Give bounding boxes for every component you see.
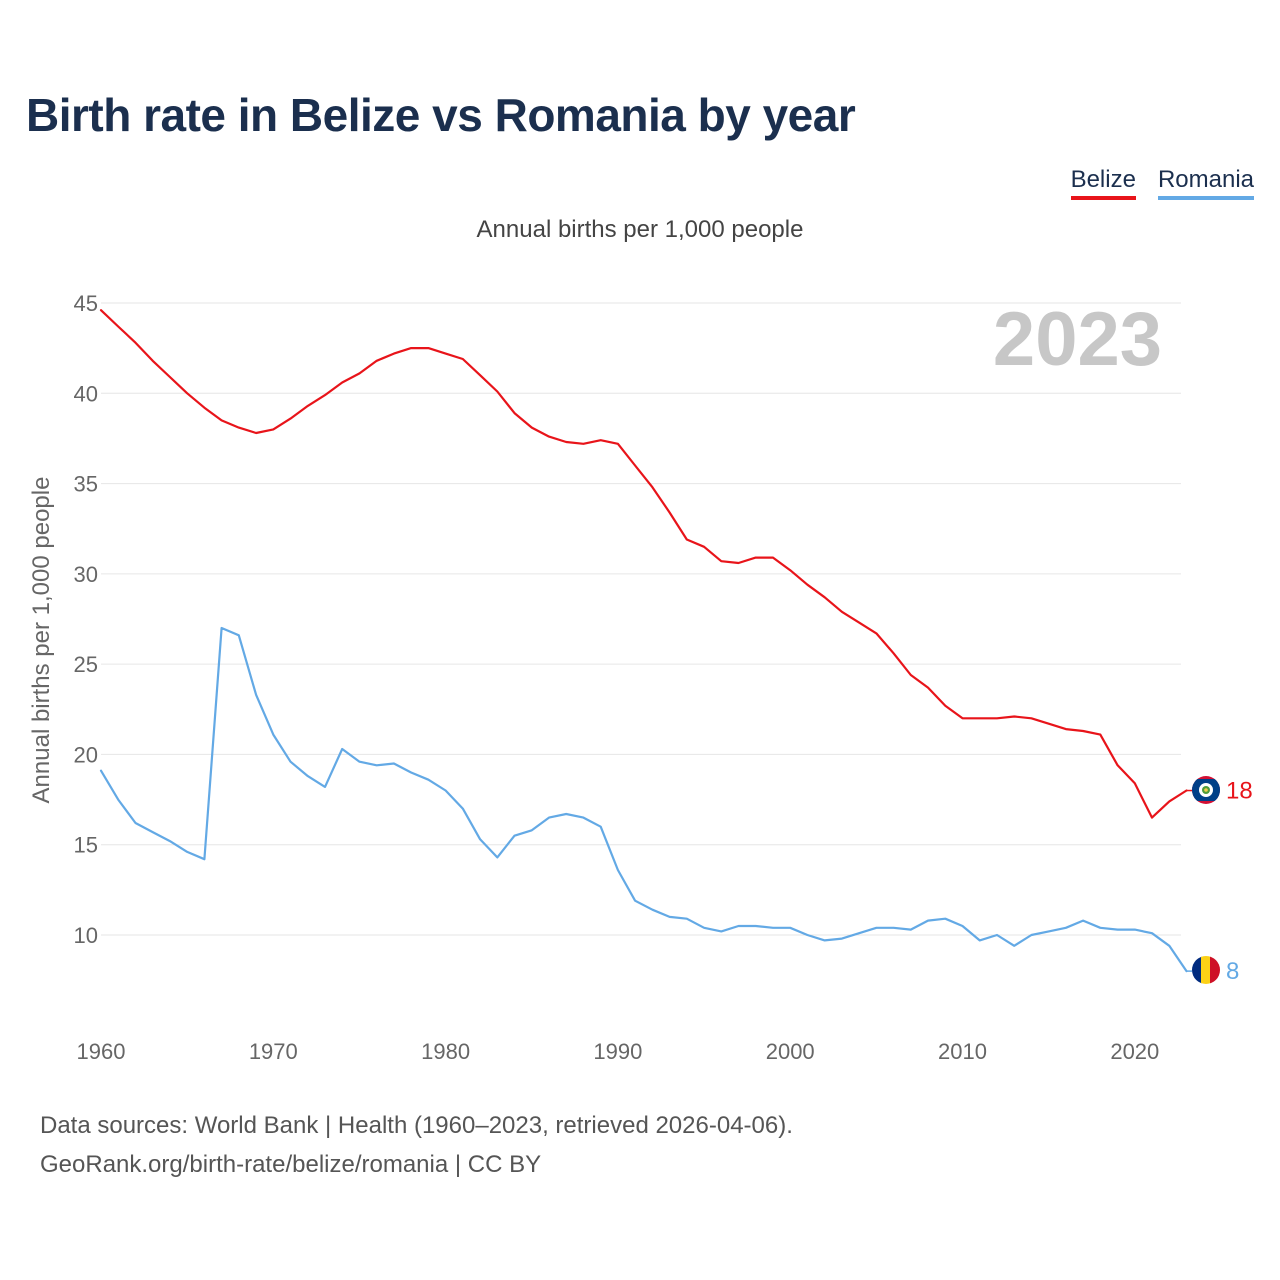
- y-tick-label-35: 35: [74, 472, 98, 497]
- y-tick-label-45: 45: [74, 291, 98, 316]
- footer: Data sources: World Bank | Health (1960–…: [40, 1106, 793, 1184]
- legend: Belize Romania: [1070, 166, 1254, 200]
- x-tick-label-1960: 1960: [77, 1039, 126, 1064]
- x-tick-label-1990: 1990: [593, 1039, 642, 1064]
- end-label-romania: 8: [1226, 958, 1239, 985]
- series-line-belize[interactable]: [99, 309, 1188, 819]
- y-tick-label-20: 20: [74, 742, 98, 767]
- page-title: Birth rate in Belize vs Romania by year: [26, 89, 856, 141]
- end-label-belize: 18: [1226, 778, 1253, 805]
- x-tick-label-2010: 2010: [938, 1039, 987, 1064]
- x-tick-label-2020: 2020: [1110, 1039, 1159, 1064]
- y-tick-label-15: 15: [74, 833, 98, 858]
- legend-item-belize[interactable]: Belize: [1070, 166, 1136, 200]
- footer-source: Data sources: World Bank | Health (1960–…: [40, 1112, 793, 1139]
- y-tick-label-25: 25: [74, 652, 98, 677]
- x-tick-label-1970: 1970: [249, 1039, 298, 1064]
- y-tick-label-40: 40: [74, 381, 98, 406]
- chart-subtitle: Annual births per 1,000 people: [476, 216, 804, 243]
- romania-flag-icon: [1192, 956, 1220, 984]
- legend-item-romania[interactable]: Romania: [1157, 166, 1254, 200]
- x-tick-label-2000: 2000: [766, 1039, 815, 1064]
- current-year-watermark: 2023: [992, 297, 1162, 382]
- footer-link[interactable]: GeoRank.org/birth-rate/belize/romania | …: [40, 1151, 542, 1178]
- y-tick-label-30: 30: [74, 562, 98, 587]
- y-tick-label-10: 10: [74, 923, 98, 948]
- series-line-romania[interactable]: [99, 626, 1188, 973]
- belize-flag-icon: [1192, 776, 1220, 804]
- x-tick-label-1980: 1980: [421, 1039, 470, 1064]
